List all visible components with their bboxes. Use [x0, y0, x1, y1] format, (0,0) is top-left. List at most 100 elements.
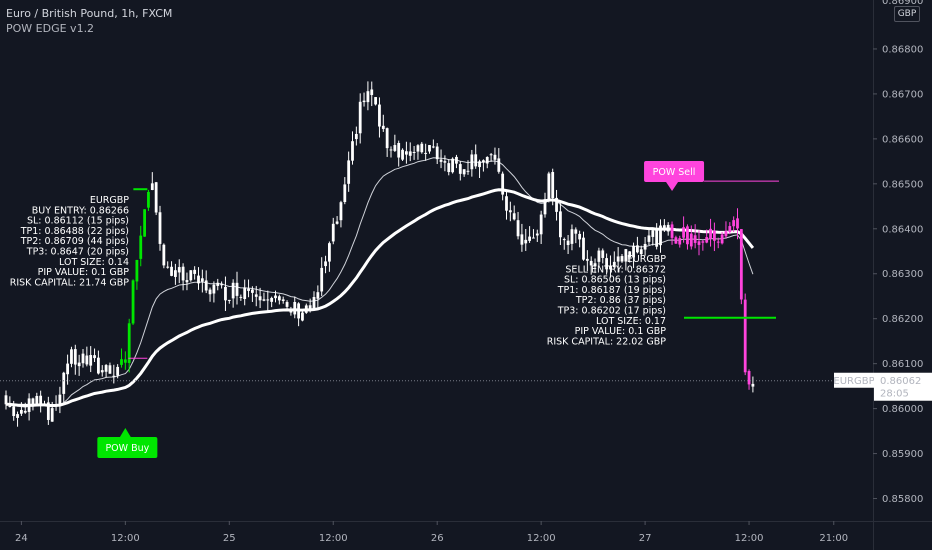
time-tick-label[interactable]: 26: [431, 533, 444, 544]
candle-body[interactable]: [31, 398, 35, 406]
candle-body[interactable]: [747, 371, 751, 385]
candle-body[interactable]: [458, 164, 462, 174]
candle-body[interactable]: [297, 303, 300, 319]
candle-body[interactable]: [505, 196, 508, 211]
candle-body[interactable]: [123, 359, 127, 363]
candle-body[interactable]: [328, 243, 331, 262]
candle-body[interactable]: [293, 301, 297, 315]
candle-body[interactable]: [524, 239, 528, 244]
price-tick-label[interactable]: 0.86600: [882, 134, 923, 145]
candle-body[interactable]: [39, 395, 43, 405]
candle-body[interactable]: [200, 278, 204, 282]
candle-body[interactable]: [420, 143, 424, 153]
candle-body[interactable]: [277, 296, 281, 301]
candle-body[interactable]: [632, 245, 635, 258]
candle-body[interactable]: [543, 199, 547, 215]
candle-body[interactable]: [43, 404, 46, 406]
candle-body[interactable]: [197, 275, 200, 284]
candle-body[interactable]: [651, 230, 655, 237]
candle-body[interactable]: [262, 299, 266, 301]
candle-body[interactable]: [185, 280, 189, 283]
candle-body[interactable]: [670, 224, 674, 238]
candle-body[interactable]: [247, 288, 250, 291]
candle-body[interactable]: [597, 250, 601, 262]
candle-body[interactable]: [662, 225, 666, 230]
candle-body[interactable]: [127, 323, 131, 363]
candle-body[interactable]: [147, 191, 150, 208]
candle-body[interactable]: [401, 149, 404, 160]
candle-body[interactable]: [682, 227, 685, 238]
candle-body[interactable]: [112, 375, 116, 377]
candle-body[interactable]: [100, 370, 104, 373]
candle-body[interactable]: [46, 402, 50, 420]
candle-body[interactable]: [605, 258, 608, 270]
candle-body[interactable]: [254, 294, 258, 297]
candle-body[interactable]: [143, 209, 146, 237]
candle-body[interactable]: [493, 154, 497, 160]
candle-body[interactable]: [743, 299, 747, 373]
candle-body[interactable]: [720, 234, 724, 244]
candle-body[interactable]: [620, 256, 624, 262]
time-tick-label[interactable]: 12:00: [735, 533, 764, 544]
candle-body[interactable]: [451, 158, 454, 173]
candle-body[interactable]: [485, 157, 489, 164]
symbol-title[interactable]: Euro / British Pound, 1h, FXCM: [6, 7, 173, 20]
time-tick-label[interactable]: 24: [15, 533, 28, 544]
time-tick-label[interactable]: 12:00: [319, 533, 348, 544]
candle-body[interactable]: [104, 365, 108, 372]
candle-body[interactable]: [316, 292, 320, 299]
indicator-name[interactable]: POW EDGE v1.2: [6, 22, 95, 35]
candle-body[interactable]: [489, 154, 493, 156]
price-tick-label[interactable]: 0.86100: [882, 359, 923, 370]
candle-body[interactable]: [231, 282, 235, 299]
bar-countdown[interactable]: 28:05: [880, 389, 909, 400]
candle-body[interactable]: [274, 295, 277, 299]
candle-body[interactable]: [705, 237, 709, 243]
candle-body[interactable]: [535, 233, 539, 236]
candle-body[interactable]: [593, 263, 597, 267]
candle-body[interactable]: [666, 224, 670, 232]
candle-body[interactable]: [166, 266, 170, 268]
candle-body[interactable]: [751, 383, 755, 387]
candle-body[interactable]: [162, 244, 166, 266]
candle-body[interactable]: [289, 308, 293, 313]
candle-body[interactable]: [181, 266, 185, 281]
candle-body[interactable]: [478, 161, 481, 168]
buy-signal-label[interactable]: POW Buy: [105, 443, 149, 454]
candle-body[interactable]: [693, 235, 697, 243]
candle-body[interactable]: [424, 152, 428, 154]
candle-body[interactable]: [647, 235, 651, 242]
candle-body[interactable]: [108, 365, 112, 374]
candle-body[interactable]: [370, 89, 374, 96]
time-tick-label[interactable]: 21:00: [819, 533, 848, 544]
candle-body[interactable]: [551, 172, 555, 199]
candle-body[interactable]: [520, 234, 524, 245]
price-tick-label[interactable]: 0.86000: [882, 404, 923, 415]
candle-body[interactable]: [62, 372, 66, 394]
candle-body[interactable]: [689, 233, 693, 247]
buy-signal-badge[interactable]: [97, 437, 158, 458]
candle-body[interactable]: [354, 133, 358, 140]
candle-body[interactable]: [239, 296, 243, 298]
price-tick-label[interactable]: 0.86300: [882, 269, 923, 280]
candle-body[interactable]: [609, 266, 612, 270]
candle-body[interactable]: [135, 259, 139, 282]
price-tick-label[interactable]: 0.86400: [882, 224, 923, 235]
candle-body[interactable]: [616, 256, 620, 262]
candle-body[interactable]: [508, 210, 512, 213]
candle-body[interactable]: [335, 221, 339, 224]
candle-body[interactable]: [150, 183, 154, 190]
candle-body[interactable]: [93, 355, 96, 359]
candle-body[interactable]: [97, 357, 100, 374]
candle-body[interactable]: [416, 145, 420, 152]
candle-body[interactable]: [54, 404, 58, 407]
candle-body[interactable]: [709, 228, 712, 239]
candle-body[interactable]: [732, 220, 736, 227]
candle-body[interactable]: [301, 312, 304, 321]
candle-body[interactable]: [559, 211, 562, 238]
candle-body[interactable]: [516, 220, 520, 237]
candle-body[interactable]: [455, 156, 458, 164]
candle-body[interactable]: [659, 225, 662, 246]
time-tick-label[interactable]: 12:00: [111, 533, 140, 544]
candle-body[interactable]: [89, 355, 93, 366]
